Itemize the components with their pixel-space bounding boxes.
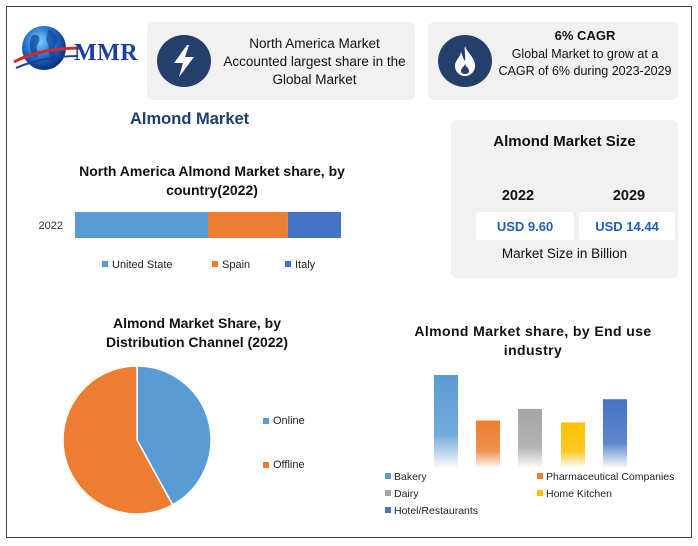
bar-home-kitchen bbox=[561, 422, 585, 467]
mmr-logo: MMR bbox=[12, 18, 142, 80]
legend-label-italy: Italy bbox=[295, 259, 316, 271]
legend-label-online: Online bbox=[273, 415, 305, 427]
lightning-badge bbox=[157, 35, 211, 87]
legend-swatch-home-kitchen bbox=[537, 490, 543, 496]
lightning-icon bbox=[174, 45, 194, 77]
end-use-chart-title: Almond Market share, by End use industry bbox=[414, 323, 652, 358]
legend-label-home-kitchen: Home Kitchen bbox=[546, 488, 612, 500]
legend-label-bakery: Bakery bbox=[394, 471, 427, 483]
legend-swatch-offline bbox=[263, 462, 269, 468]
legend-swatch-pharmaceutical-companies bbox=[537, 473, 543, 479]
legend-swatch-dairy bbox=[385, 490, 391, 496]
market-size-title: Almond Market Size bbox=[493, 133, 636, 150]
cagr-title: 6% CAGR bbox=[554, 28, 616, 43]
country-share-chart: 2022 United State Spain Italy bbox=[39, 212, 341, 271]
channel-share-chart: Online Offline bbox=[62, 365, 305, 515]
legend-swatch-hotel-restaurants bbox=[385, 507, 391, 513]
market-size-card: Almond Market Size 2022 2029 USD 9.60 US… bbox=[451, 120, 678, 278]
bar-bakery bbox=[434, 375, 458, 467]
year-label-2022: 2022 bbox=[501, 188, 535, 204]
bar-pharmaceutical-companies bbox=[476, 420, 500, 467]
legend-label-pharmaceutical-companies: Pharmaceutical Companies bbox=[546, 471, 674, 483]
legend-swatch-italy bbox=[285, 261, 291, 267]
market-value-2029: USD 14.44 bbox=[579, 212, 675, 240]
market-value-2022: USD 9.60 bbox=[476, 212, 574, 240]
channel-chart-title: Almond Market Share, by Distribution Cha… bbox=[105, 315, 289, 350]
legend-swatch-united-state bbox=[102, 261, 108, 267]
legend-label-spain: Spain bbox=[222, 259, 250, 271]
category-label: 2022 bbox=[39, 220, 63, 232]
section-title: Almond Market bbox=[130, 110, 250, 128]
pie-slice-offline bbox=[62, 365, 174, 515]
legend-swatch-online bbox=[263, 418, 269, 424]
highlight-text: North America Market Accounted largest s… bbox=[223, 36, 406, 87]
flame-badge bbox=[438, 35, 492, 87]
pie-slice-online bbox=[136, 365, 212, 506]
legend-label-dairy: Dairy bbox=[394, 488, 419, 500]
legend-label-united-state: United State bbox=[112, 259, 173, 271]
bar-hotel-restaurants bbox=[603, 399, 627, 467]
bar-segment-italy bbox=[287, 212, 341, 238]
country-chart-title: North America Almond Market share, by co… bbox=[79, 163, 345, 198]
legend-label-hotel-restaurants: Hotel/Restaurants bbox=[394, 505, 478, 517]
highlight-card-north-america: North America Market Accounted largest s… bbox=[147, 22, 415, 100]
bar-segment-spain bbox=[208, 212, 288, 238]
logo-text: MMR bbox=[74, 40, 139, 66]
legend-swatch-spain bbox=[212, 261, 218, 267]
legend-swatch-bakery bbox=[385, 473, 391, 479]
end-use-chart: Bakery Pharmaceutical Companies Dairy Home … bbox=[385, 375, 674, 517]
globe-icon bbox=[13, 26, 81, 70]
bar-dairy bbox=[518, 408, 542, 467]
flame-icon bbox=[455, 46, 475, 76]
year-label-2029: 2029 bbox=[612, 188, 646, 204]
market-size-unit: Market Size in Billion bbox=[501, 246, 628, 261]
cagr-text: Global Market to grow at a CAGR of 6% du… bbox=[498, 47, 672, 78]
legend-label-offline: Offline bbox=[273, 459, 305, 471]
bar-segment-united-state bbox=[75, 212, 208, 238]
highlight-card-cagr: 6% CAGR Global Market to grow at a CAGR … bbox=[428, 22, 678, 100]
